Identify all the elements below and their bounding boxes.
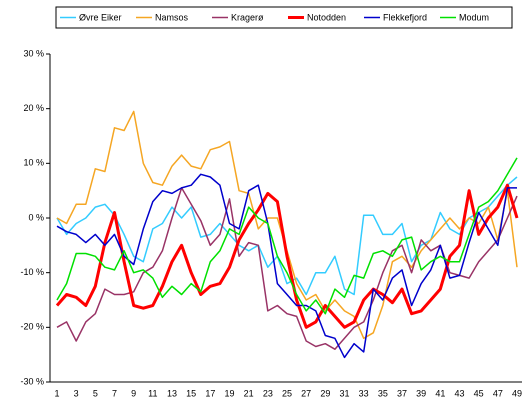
legend-label: Flekkefjord [383,12,427,22]
legend-label: Notodden [307,12,346,22]
x-tick-label: 37 [397,388,407,398]
legend-box [55,6,513,29]
x-tick-label: 45 [474,388,484,398]
x-tick-label: 39 [416,388,426,398]
x-tick-label: 33 [359,388,369,398]
x-tick-label: 19 [224,388,234,398]
x-tick-label: 25 [282,388,292,398]
series-line [55,183,519,329]
x-tick-label: 41 [435,388,445,398]
y-tick-label: -20 % [20,322,44,332]
legend-label: Namsos [155,12,189,22]
x-tick-label: 7 [112,388,117,398]
x-tick-label: 13 [167,388,177,398]
series-line [56,176,518,296]
x-tick-label: 29 [320,388,330,398]
x-tick-label: 1 [54,388,59,398]
x-tick-label: 3 [74,388,79,398]
x-tick-label: 17 [205,388,215,398]
x-tick-label: 31 [339,388,349,398]
series-line [56,157,518,315]
y-tick-label: 10 % [23,158,44,168]
legend-label: Modum [459,12,489,22]
x-tick-label: 9 [131,388,136,398]
x-tick-label: 11 [148,388,157,398]
y-tick-label: -10 % [20,267,44,277]
y-tick-label: -30 % [20,376,44,386]
x-tick-label: 23 [263,388,273,398]
x-tick-label: 27 [301,388,311,398]
x-tick-label: 35 [378,388,388,398]
y-tick-label: 20 % [23,103,44,113]
x-tick-label: 15 [186,388,196,398]
y-tick-label: 0 % [28,212,44,222]
x-tick-label: 49 [512,388,522,398]
x-tick-label: 21 [244,388,254,398]
y-tick-label: 30 % [23,48,44,58]
legend-label: Kragerø [231,12,264,22]
legend-label: Øvre Eiker [79,12,122,22]
x-tick-label: 43 [454,388,464,398]
x-tick-label: 5 [93,388,98,398]
series-line [56,173,517,359]
x-tick-label: 47 [493,388,503,398]
